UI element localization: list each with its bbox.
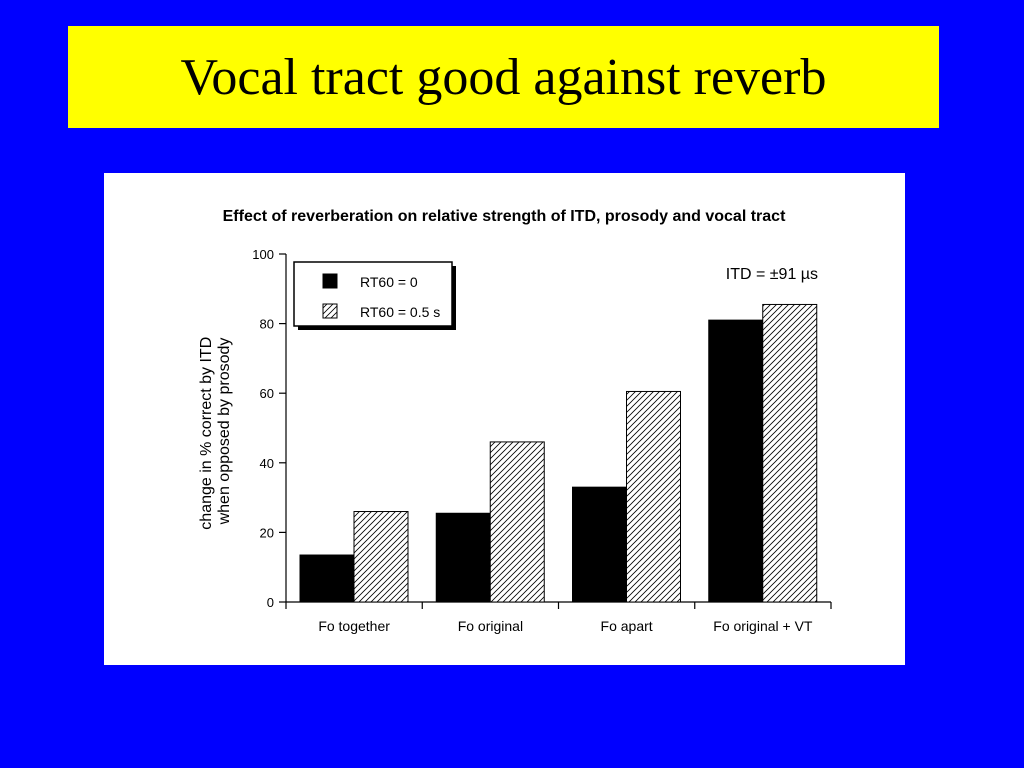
y-tick-label: 20 [260,525,274,540]
axes: 0 20 40 60 80 100 Fo together Fo original Fo apa… [252,247,832,634]
bar-rt60-0 [572,486,627,603]
bars [299,303,818,603]
y-tick-label: 60 [260,386,274,401]
x-tick-label: Fo original + VT [713,618,813,634]
y-axis-label: change in % correct by ITD when opposed … [198,332,233,529]
itd-annotation: ITD = ±91 µs [726,266,818,283]
y-tick-label: 80 [260,317,274,332]
y-tick-label: 40 [260,456,274,471]
bar-rt60-0 [435,512,491,603]
bar-rt60-05 [489,441,545,603]
y-axis-label-line2: when opposed by prosody [216,338,233,526]
legend: RT60 = 0 RT60 = 0.5 s [293,261,456,330]
x-tick-label: Fo apart [601,618,653,634]
chart-panel: Effect of reverberation on relative stre… [104,173,905,665]
y-axis-label-line1: change in % correct by ITD [198,337,215,530]
bar-rt60-0 [299,554,355,603]
bar-rt60-0 [708,319,764,603]
y-tick-label: 0 [267,595,274,610]
title-banner: Vocal tract good against reverb [68,26,939,128]
bar-rt60-05 [626,390,681,603]
legend-label: RT60 = 0.5 s [360,304,440,320]
x-tick-label: Fo original [458,618,523,634]
chart-title: Effect of reverberation on relative stre… [223,208,786,225]
legend-swatch [322,273,338,289]
x-tick-label: Fo together [318,618,390,634]
y-tick-label: 100 [252,247,274,262]
bar-rt60-05 [353,511,409,603]
slide-title: Vocal tract good against reverb [180,48,827,106]
legend-box [293,261,453,327]
legend-swatch [322,303,338,319]
bar-chart: Effect of reverberation on relative stre… [198,208,832,634]
bar-rt60-05 [762,303,818,603]
legend-label: RT60 = 0 [360,274,418,290]
